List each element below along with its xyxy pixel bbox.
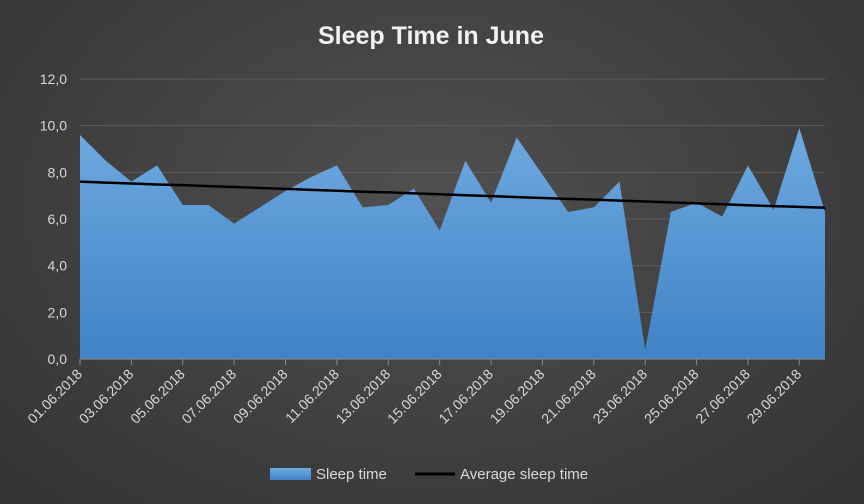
x-tick-label: 03.06.2018 [76,366,137,427]
x-tick-label: 19.06.2018 [487,366,548,427]
legend-swatch-sleep-time [270,468,311,480]
legend: Sleep time Average sleep time [270,466,588,483]
x-tick-label: 05.06.2018 [127,366,188,427]
x-axis-ticks: 01.06.201803.06.201805.06.201807.06.2018… [24,366,804,427]
x-tick-label: 07.06.2018 [178,366,239,427]
x-tick-label: 27.06.2018 [692,366,753,427]
x-axis [79,358,825,365]
y-tick-label: 2,0 [48,304,68,320]
x-tick-label: 01.06.2018 [24,366,85,427]
x-tick-label: 23.06.2018 [589,366,650,427]
x-tick-label: 17.06.2018 [435,366,496,427]
chart-title: Sleep Time in June [318,22,544,50]
x-tick-label: 29.06.2018 [744,366,805,427]
area-series-layer [80,128,825,359]
x-tick-label: 09.06.2018 [230,366,291,427]
y-tick-label: 8,0 [48,164,68,180]
x-tick-label: 15.06.2018 [384,366,445,427]
y-tick-label: 12,0 [40,71,67,87]
line-series-average-sleep-time [79,180,826,210]
x-tick-label: 21.06.2018 [538,366,599,427]
y-axis-ticks: 0,0 2,0 4,0 6,0 8,0 10,0 12,0 [40,71,67,367]
y-tick-label: 6,0 [48,211,68,227]
legend-label-sleep-time: Sleep time [316,466,387,483]
x-tick-label: 25.06.2018 [641,366,702,427]
trend-line-layer [79,180,826,210]
x-tick-label: 13.06.2018 [333,366,394,427]
y-tick-label: 4,0 [48,258,68,274]
legend-label-average: Average sleep time [460,466,588,483]
area-series-sleep-time [80,128,825,359]
y-tick-label: 10,0 [40,118,67,134]
y-tick-label: 0,0 [48,351,68,367]
